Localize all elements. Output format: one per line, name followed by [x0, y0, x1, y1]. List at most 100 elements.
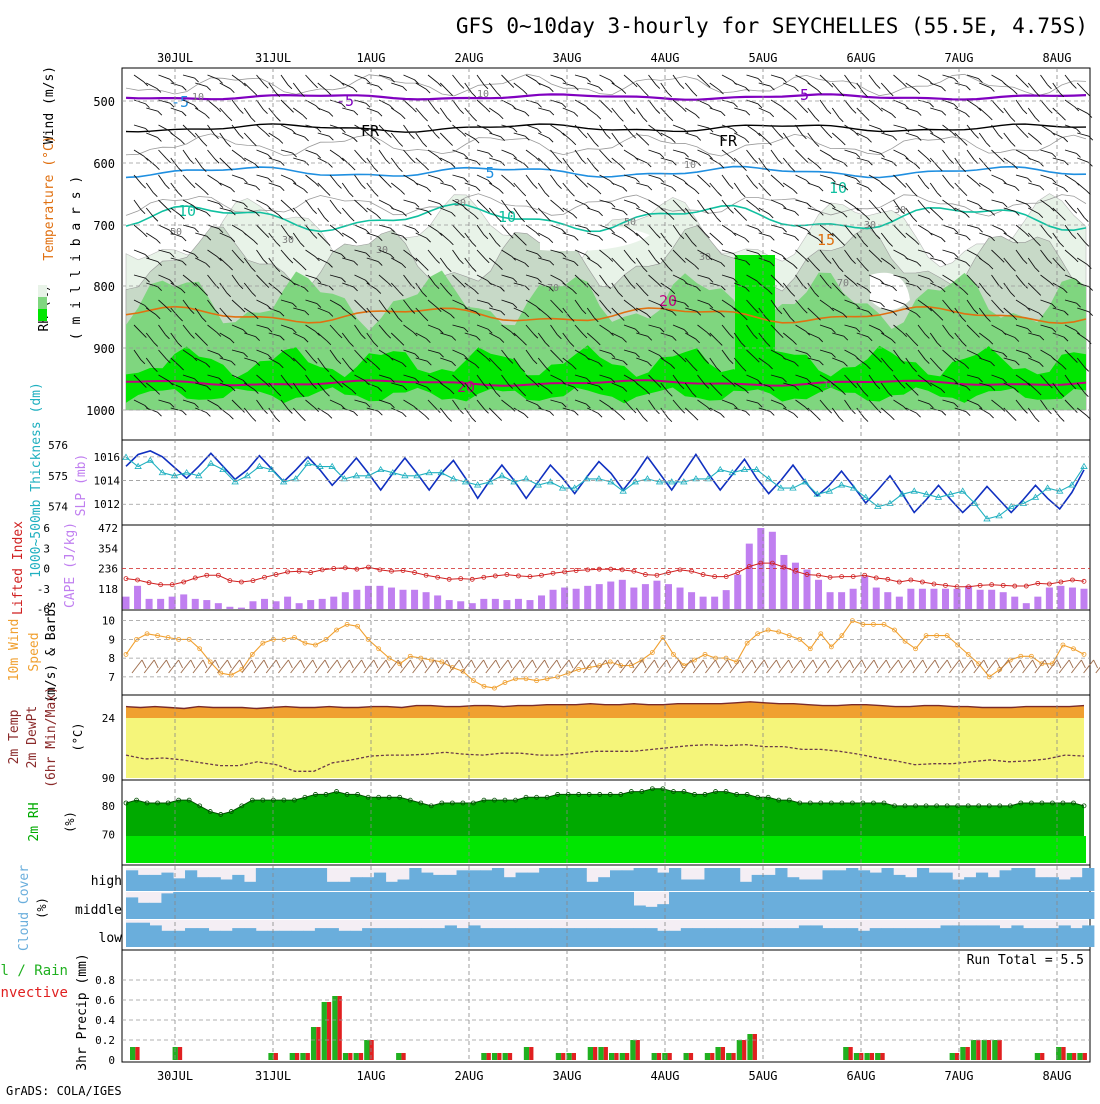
date-label-top: 7AUG: [945, 51, 974, 65]
rh-legend-swatch: [38, 297, 47, 309]
wind-barb: [268, 382, 278, 393]
wind-barb-flag: [288, 409, 293, 414]
wind-barb: [770, 324, 780, 335]
wind-barb-flag: [1083, 217, 1089, 223]
wind-barb-flag: [414, 203, 420, 208]
wind-barb-10m-flag: [1056, 659, 1062, 669]
wind-barb: [881, 132, 893, 137]
rh2m-marker: [797, 800, 803, 806]
wind-barb: [268, 182, 281, 188]
wind-barb: [525, 324, 535, 335]
wind-barb-10m-flag: [239, 659, 245, 669]
wind-barb-flag: [926, 157, 932, 163]
wind-barb-10m-flag: [226, 659, 232, 669]
wind-barb: [341, 382, 353, 391]
wind-barb: [219, 407, 230, 416]
wind-barb-10m-flag: [507, 659, 513, 669]
wind-barb-flag: [936, 342, 942, 348]
wind-barb-flag: [989, 188, 994, 194]
rh2m-marker: [492, 797, 497, 803]
wind-barb-flag: [157, 261, 163, 266]
cape-bar: [1011, 596, 1019, 609]
wind-barb: [648, 249, 656, 261]
wind-barb: [807, 307, 817, 317]
wind-barb-flag: [253, 314, 259, 320]
wind-barb-flag: [412, 107, 417, 113]
lifted-index-marker: [804, 572, 810, 577]
wind-barb-flag: [1010, 117, 1016, 122]
wind-barb-flag: [510, 182, 515, 188]
wind-barb-10m: [1095, 666, 1100, 674]
wind-barb-flag: [757, 252, 763, 258]
wind-barb: [244, 382, 255, 390]
cloud-bar: [562, 928, 575, 947]
wind-barb-10m: [888, 659, 899, 674]
wind-barb: [844, 249, 852, 260]
wind-barb-flag: [978, 227, 983, 233]
wind-barb: [256, 124, 266, 134]
cape-bar: [387, 587, 395, 609]
wind-barb: [844, 349, 856, 357]
wind-barb-flag: [1013, 239, 1019, 244]
wind-barb: [672, 174, 684, 181]
cloud-bar: [562, 868, 575, 891]
wind-barb: [305, 149, 317, 155]
wind-barb-flag: [1087, 113, 1093, 118]
wind-barb: [905, 207, 914, 218]
wind-barb: [525, 349, 534, 361]
precip-convective-bar: [954, 1053, 960, 1060]
cloud-bar: [574, 928, 587, 947]
wind-barb: [611, 307, 621, 317]
wind-barb-flag: [353, 411, 358, 417]
wind-barb: [1003, 107, 1012, 118]
wind-barb-flag: [301, 265, 307, 271]
rh2m-marker: [776, 797, 782, 803]
wind-barb: [758, 82, 771, 87]
wind-barb-flag: [1025, 381, 1031, 387]
wind-barb: [917, 274, 930, 280]
precip-total-bar: [747, 1034, 753, 1060]
wind-barb: [231, 224, 243, 232]
wind-barb-flag: [1047, 259, 1053, 264]
wind-barb-flag: [328, 263, 333, 268]
wind-barb: [366, 332, 375, 343]
wind-barb: [844, 299, 856, 305]
wind-barb-10m-flag: [836, 659, 842, 669]
wind-barb: [709, 357, 718, 369]
wind-barb: [709, 182, 718, 193]
wind-barb: [697, 299, 709, 305]
cloud-bar: [999, 870, 1012, 891]
wind-barb-flag: [642, 267, 648, 273]
wind-barb: [550, 249, 563, 254]
wind-barb: [574, 174, 584, 184]
wind-barb: [403, 324, 414, 333]
wind-barb: [917, 174, 926, 186]
wind-barb-flag: [916, 136, 922, 141]
wind-barb-flag: [708, 303, 714, 309]
wind-barb: [501, 74, 511, 84]
wind-barb-flag: [586, 77, 591, 83]
cloud-bar: [751, 928, 764, 947]
wind-barb: [672, 374, 681, 386]
lifted-index-marker: [308, 570, 314, 575]
rh2m-marker: [544, 794, 550, 800]
thickness-marker: [170, 472, 179, 479]
wind-barb: [868, 74, 877, 85]
rh2m-marker: [1018, 800, 1024, 806]
wind-barb-flag: [720, 312, 725, 318]
rh2m-marker: [597, 792, 603, 797]
wind-barb-flag: [864, 116, 870, 121]
wind-barb: [697, 74, 707, 84]
wind-barb-flag: [671, 160, 677, 166]
wind-barb: [734, 382, 745, 390]
wind-barb: [403, 174, 415, 182]
wind-barb-flag: [804, 257, 809, 263]
cloud-bar: [822, 892, 835, 919]
rh2m-marker: [923, 803, 929, 809]
wind-barb-flag: [495, 242, 501, 248]
rh2m-marker: [997, 803, 1003, 809]
contour-label: 5: [485, 164, 494, 182]
wind-barb: [1052, 282, 1064, 290]
wind-barb: [427, 374, 439, 381]
wind-barb: [489, 182, 500, 190]
